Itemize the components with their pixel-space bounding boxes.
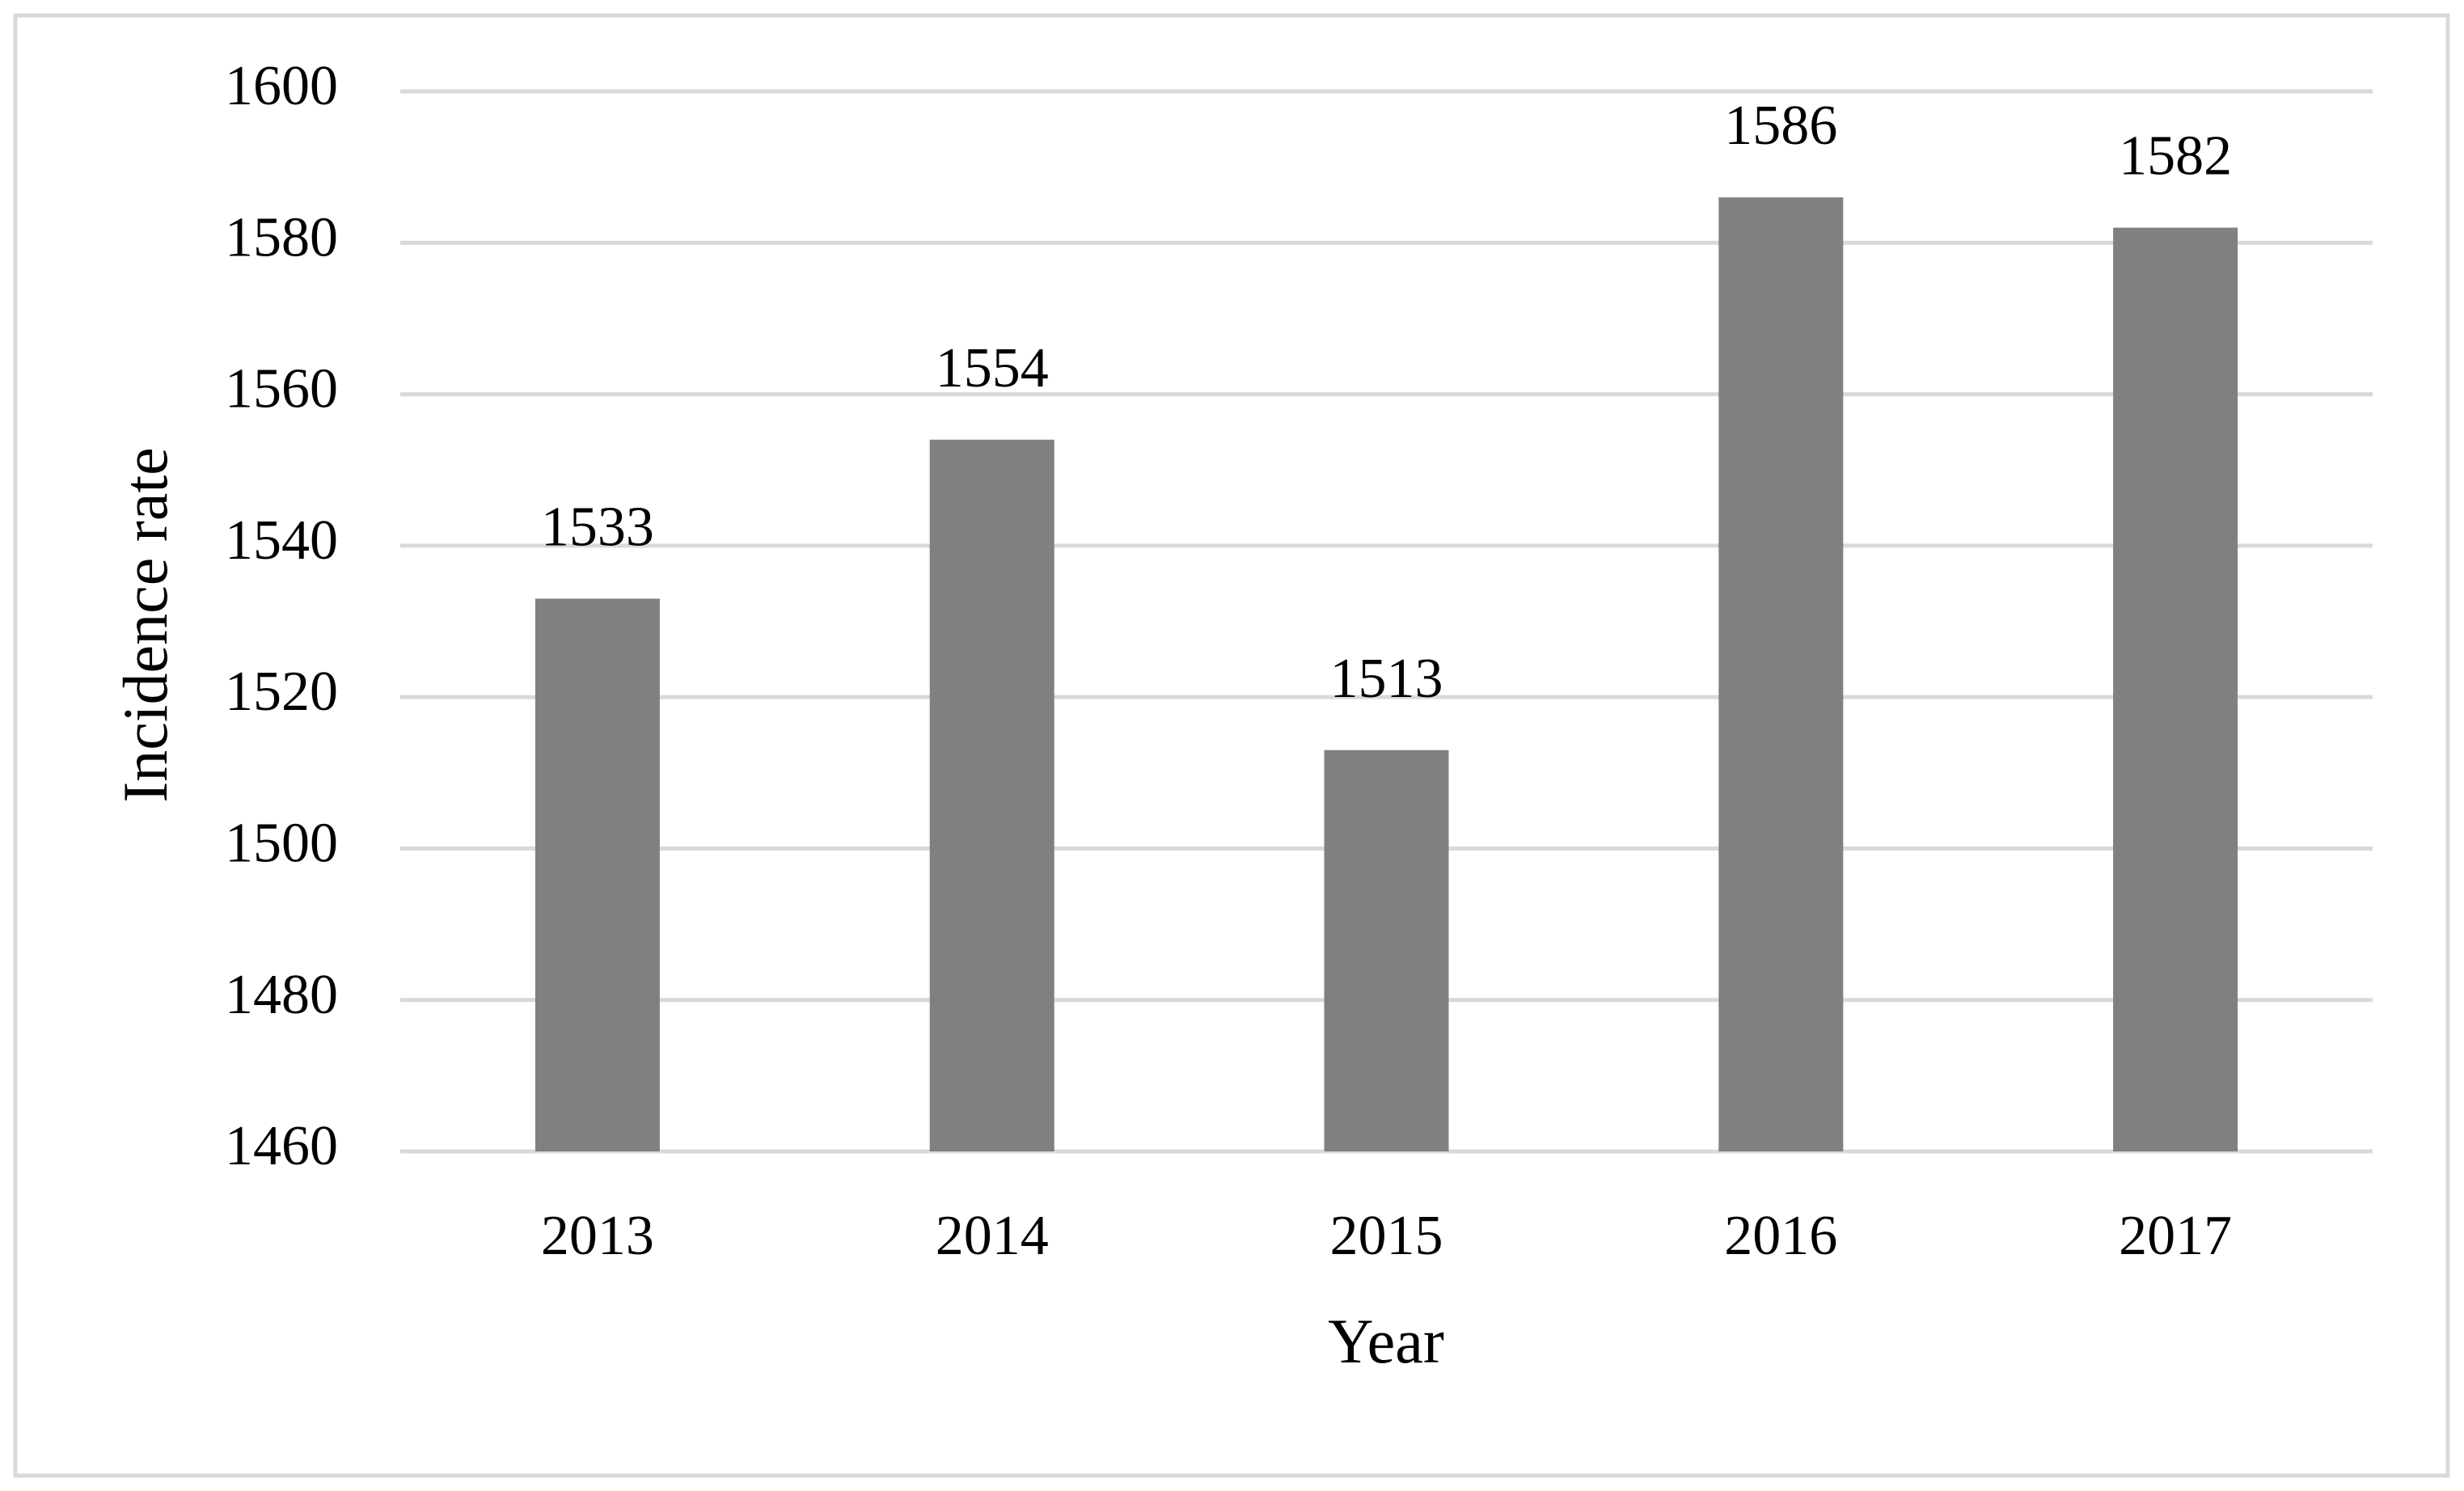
y-tick-label: 1580	[225, 206, 338, 268]
y-tick-label: 1480	[225, 964, 338, 1026]
bar	[535, 598, 660, 1151]
x-tick-label: 2014	[936, 1205, 1049, 1267]
bar	[1324, 750, 1449, 1151]
y-tick-label: 1460	[225, 1115, 338, 1177]
data-label: 1582	[2119, 125, 2232, 188]
y-tick-label: 1600	[225, 55, 338, 117]
bar	[2113, 227, 2238, 1151]
x-axis-label: Year	[1328, 1306, 1444, 1376]
data-label: 1513	[1330, 648, 1443, 710]
y-tick-label: 1560	[225, 358, 338, 420]
bar	[929, 439, 1054, 1151]
data-label: 1554	[936, 337, 1049, 399]
bar	[1718, 197, 1844, 1152]
y-tick-label: 1520	[225, 661, 338, 723]
y-axis-label: Incidence rate	[110, 447, 180, 803]
chart-border	[13, 13, 2450, 1478]
x-tick-label: 2013	[541, 1205, 654, 1267]
data-label: 1586	[1724, 95, 1837, 157]
x-tick-label: 2016	[1724, 1205, 1837, 1267]
y-tick-label: 1500	[225, 812, 338, 874]
data-label: 1533	[541, 496, 654, 558]
x-tick-label: 2015	[1330, 1205, 1443, 1267]
y-tick-label: 1540	[225, 509, 338, 572]
x-tick-label: 2017	[2119, 1205, 2232, 1267]
